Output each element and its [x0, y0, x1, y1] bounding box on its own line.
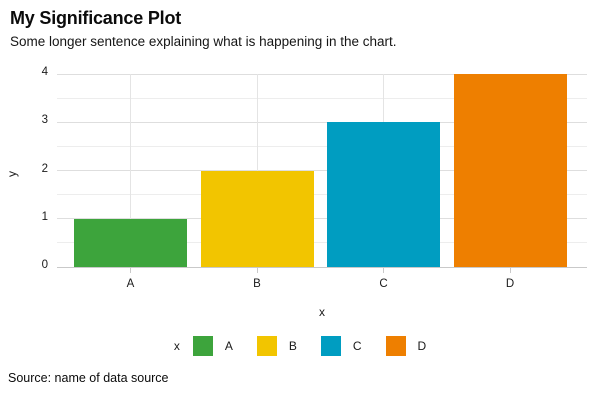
major-gridline: [57, 121, 587, 123]
legend-label-d: D: [417, 339, 427, 353]
source-note: Source: name of data source: [8, 371, 169, 385]
plot-panel: [57, 73, 587, 273]
major-gridline: [57, 218, 587, 220]
legend-label-c: C: [352, 339, 362, 353]
x-tick-mark: [509, 267, 511, 273]
y-tick-label: 0: [41, 259, 48, 271]
x-axis-line: [57, 267, 587, 268]
x-tick-mark: [256, 267, 258, 273]
minor-gridline: [57, 97, 587, 99]
y-tick-label: 2: [41, 162, 48, 175]
minor-gridline: [57, 194, 587, 196]
bar-c: [327, 122, 441, 267]
bar-b: [200, 170, 314, 267]
vertical-gridline: [130, 74, 131, 267]
bar-d: [453, 74, 567, 267]
y-tick-label: 3: [41, 114, 48, 127]
legend-label-b: B: [288, 339, 297, 353]
x-tick-label: B: [253, 278, 261, 290]
minor-gridline: [57, 242, 587, 244]
legend-swatch-c: [320, 336, 341, 356]
major-gridline: [57, 73, 587, 75]
bar-a: [74, 218, 187, 267]
legend-label-a: A: [224, 339, 233, 353]
x-tick-mark: [383, 267, 385, 273]
x-tick-label: C: [379, 278, 388, 290]
y-tick-label: 1: [41, 210, 48, 223]
chart-subtitle: Some longer sentence explaining what is …: [10, 34, 397, 49]
x-axis-title: x: [319, 305, 325, 319]
minor-gridline: [57, 145, 587, 147]
legend-swatch-b: [256, 336, 277, 356]
x-tick-label: D: [505, 278, 515, 290]
major-gridline: [57, 170, 587, 171]
chart-title: My Significance Plot: [10, 8, 182, 28]
legend-title: x: [173, 339, 180, 353]
x-tick-label: A: [126, 278, 135, 290]
x-tick-mark: [130, 267, 131, 273]
legend-swatch-a: [192, 336, 213, 356]
legend-swatch-d: [385, 336, 406, 356]
y-tick-label: 4: [41, 66, 48, 78]
